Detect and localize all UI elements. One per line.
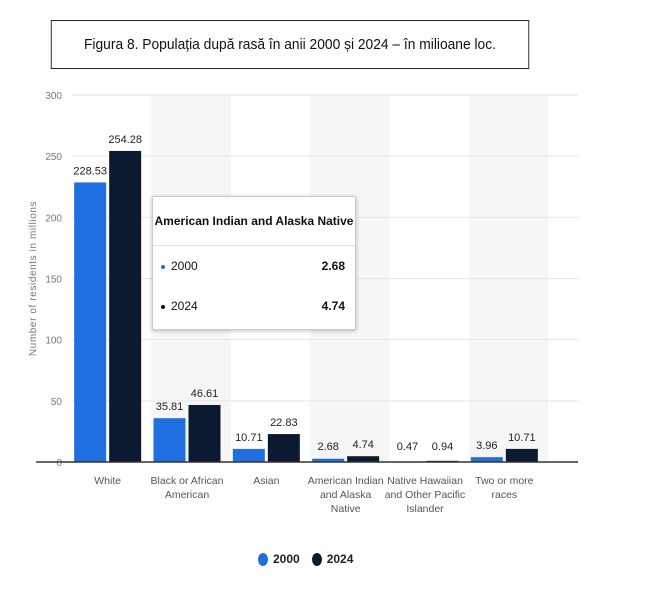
x-tick-label: Islander	[406, 503, 444, 515]
legend-item-2024[interactable]: 2024	[311, 552, 354, 567]
data-label: 22.83	[270, 417, 298, 429]
x-tick-label: Native	[331, 503, 361, 515]
x-tick-label: American Indian	[308, 475, 384, 487]
data-label: 35.81	[156, 401, 184, 413]
series-dot-icon	[161, 264, 165, 269]
y-tick-label: 0	[56, 458, 62, 469]
data-label: 3.96	[476, 440, 497, 452]
bar-2000	[470, 457, 503, 462]
y-axis-label: Number of residents in millions	[28, 201, 39, 356]
data-label: 10.71	[235, 432, 263, 444]
bar-2000	[74, 182, 107, 462]
x-tick-label: and Other Pacific	[385, 489, 466, 501]
bar-2024	[505, 448, 538, 462]
data-label: 2.68	[317, 441, 338, 453]
x-tick-label: Black or African	[151, 475, 224, 487]
bar-2024	[109, 150, 142, 463]
tooltip-value: 4.74	[321, 299, 345, 313]
y-tick-label: 300	[45, 91, 62, 102]
series-dot-icon	[161, 304, 165, 309]
bar-2024	[188, 404, 221, 462]
legend-swatch-icon	[311, 553, 322, 567]
data-label: 0.47	[397, 441, 418, 453]
legend-swatch-icon	[258, 553, 268, 567]
data-label: 0.94	[432, 441, 453, 453]
tooltip-row-2000: 2000 2.68	[153, 246, 355, 286]
legend-item-2000[interactable]: 2000	[258, 552, 300, 567]
legend-label: 2024	[326, 552, 354, 566]
data-label: 10.71	[508, 432, 536, 444]
legend: 2000 2024	[258, 552, 354, 567]
data-label: 254.28	[108, 134, 142, 146]
figure-title: Figura 8. Populația după rasă în anii 20…	[50, 20, 530, 69]
tooltip-row-2024: 2024 4.74	[153, 286, 355, 326]
x-tick-label: and Alaska	[320, 489, 372, 501]
tooltip-label: 2024	[171, 299, 198, 313]
y-tick-label: 100	[45, 336, 62, 347]
bar-2000	[153, 418, 186, 462]
x-tick-label: Native Hawaiian	[387, 475, 463, 487]
x-tick-label: American	[165, 489, 210, 501]
figure-title-text: Figura 8. Populația după rasă în anii 20…	[84, 36, 496, 53]
tooltip-label: 2000	[171, 259, 198, 273]
bar-2024	[267, 434, 300, 462]
data-label: 228.53	[73, 165, 107, 177]
bar-2000	[232, 448, 265, 462]
tooltip-value: 2.68	[321, 259, 345, 273]
bar-2024	[347, 456, 380, 462]
legend-label: 2000	[273, 552, 300, 566]
y-tick-label: 50	[51, 397, 63, 408]
data-label: 46.61	[191, 388, 219, 400]
tooltip-title: American Indian and Alaska Native	[153, 197, 355, 246]
y-tick-label: 150	[45, 275, 62, 286]
y-tick-label: 250	[45, 152, 62, 163]
x-tick-label: Asian	[253, 475, 279, 487]
x-tick-label: Two or more	[475, 475, 534, 487]
x-tick-label: White	[94, 475, 121, 487]
data-label: 4.74	[352, 439, 373, 451]
y-tick-label: 200	[45, 213, 62, 224]
tooltip: American Indian and Alaska Native 2000 2…	[152, 196, 356, 330]
bar-2000	[312, 458, 345, 462]
x-tick-label: races	[491, 489, 517, 501]
